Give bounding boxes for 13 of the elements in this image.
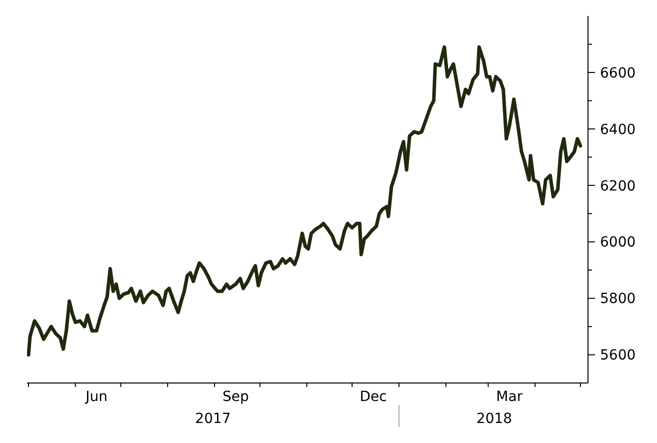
x-tick-label: Mar [496, 389, 523, 405]
x-tick-label: Dec [360, 389, 387, 405]
y-tick-label: 6000 [600, 234, 636, 251]
y-tick-label: 6600 [600, 65, 636, 82]
line-series [27, 45, 582, 357]
y-tick-label: 6200 [600, 178, 636, 194]
y-tick-label: 5800 [600, 291, 636, 308]
x-tick-label: Jun [84, 389, 108, 405]
y-tick-label: 5600 [600, 348, 636, 364]
x2-tick-label: 2017 [195, 411, 231, 427]
x-tick-label: Sep [222, 389, 249, 405]
x2-tick-label: 2018 [476, 411, 512, 427]
y-tick-label: 6400 [600, 122, 636, 138]
